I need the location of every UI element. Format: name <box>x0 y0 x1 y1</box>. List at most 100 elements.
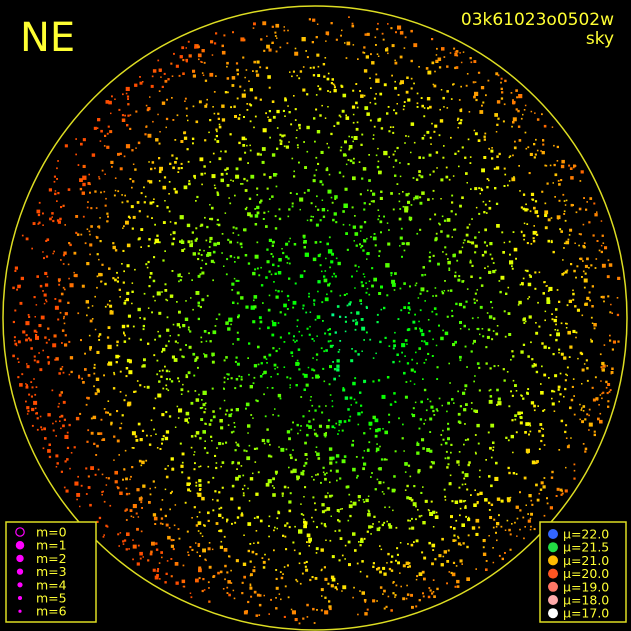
star <box>470 350 473 353</box>
star <box>421 137 425 140</box>
star <box>213 184 216 187</box>
star <box>199 407 202 410</box>
star <box>447 401 450 405</box>
star <box>348 145 353 149</box>
star <box>403 249 406 252</box>
star <box>484 228 487 232</box>
star <box>42 212 44 215</box>
star <box>259 320 263 324</box>
star <box>358 541 360 543</box>
star <box>97 335 100 338</box>
star <box>158 241 161 244</box>
star <box>234 261 236 263</box>
star <box>352 176 356 181</box>
star <box>530 243 533 245</box>
star <box>507 312 511 315</box>
star <box>76 233 80 236</box>
star <box>283 145 286 148</box>
star <box>278 258 282 262</box>
star <box>444 331 449 336</box>
star <box>17 340 21 344</box>
star <box>270 273 273 276</box>
star <box>394 61 398 65</box>
star <box>440 178 444 182</box>
star <box>558 300 561 303</box>
star <box>79 505 81 508</box>
star <box>495 131 498 133</box>
star <box>140 464 143 467</box>
star <box>424 499 428 503</box>
star <box>360 143 363 146</box>
star <box>352 140 354 143</box>
star <box>330 82 333 85</box>
star <box>431 122 433 125</box>
star <box>380 308 383 311</box>
star <box>237 279 240 282</box>
star <box>31 247 33 250</box>
star <box>374 418 379 423</box>
star <box>105 411 108 414</box>
star <box>527 355 530 358</box>
star <box>560 419 564 423</box>
star <box>108 100 112 105</box>
star <box>458 250 462 254</box>
star <box>89 243 93 247</box>
star <box>268 613 270 615</box>
star <box>255 553 258 556</box>
star <box>60 414 64 418</box>
star <box>118 355 121 358</box>
star <box>324 270 327 272</box>
star <box>442 329 444 332</box>
star <box>310 202 313 205</box>
star <box>399 542 402 544</box>
star <box>584 447 588 451</box>
star <box>441 290 443 293</box>
star <box>424 300 426 302</box>
star <box>229 255 233 258</box>
star <box>104 305 107 308</box>
star <box>522 343 526 346</box>
star <box>25 385 29 389</box>
star <box>379 220 383 224</box>
star <box>336 364 340 368</box>
star <box>285 255 288 259</box>
star <box>432 198 434 200</box>
star <box>276 109 280 114</box>
star <box>25 383 27 385</box>
star <box>376 568 379 571</box>
star <box>543 124 547 128</box>
star <box>522 277 525 280</box>
star <box>94 392 98 396</box>
star <box>95 377 100 381</box>
star <box>249 149 252 152</box>
star <box>338 171 342 174</box>
star <box>168 181 171 183</box>
star <box>352 381 356 386</box>
star <box>538 448 541 450</box>
star <box>90 466 94 470</box>
star <box>397 561 400 565</box>
star <box>518 94 523 99</box>
star <box>479 469 481 472</box>
star <box>331 425 335 429</box>
star <box>572 378 575 380</box>
star <box>403 450 405 452</box>
star <box>282 109 285 112</box>
star <box>462 391 466 395</box>
star <box>325 40 327 42</box>
star <box>416 232 419 235</box>
star <box>321 411 324 414</box>
star <box>368 293 371 296</box>
star <box>275 569 278 571</box>
star <box>102 438 106 441</box>
star <box>371 525 374 528</box>
star <box>309 219 313 222</box>
star <box>323 525 326 527</box>
star <box>302 470 305 473</box>
star <box>446 234 450 238</box>
star <box>497 365 500 367</box>
star <box>371 472 373 474</box>
star <box>579 180 582 182</box>
star <box>200 341 203 343</box>
star <box>240 378 243 381</box>
